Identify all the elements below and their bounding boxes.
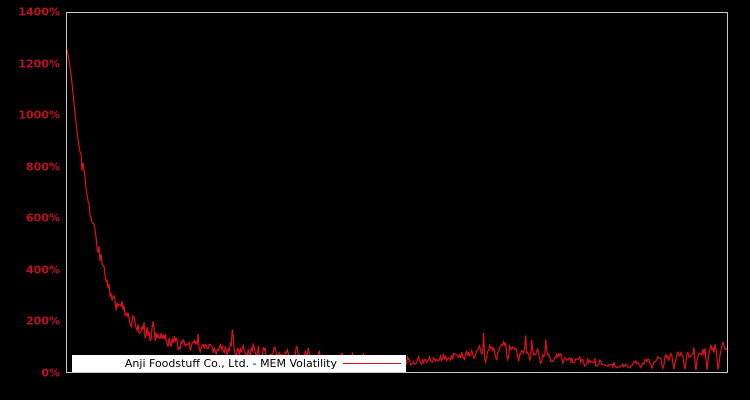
y-axis-tick-label: 800% — [26, 160, 60, 174]
legend: Anji Foodstuff Co., Ltd. - MEM Volatilit… — [72, 355, 406, 372]
y-axis-tick-label: 200% — [26, 314, 60, 328]
y-axis-tick-label: 1000% — [18, 108, 60, 122]
series-polyline — [67, 49, 727, 371]
legend-label: Anji Foodstuff Co., Ltd. - MEM Volatilit… — [124, 356, 337, 370]
volatility-series-line — [67, 49, 727, 371]
y-axis-tick-label: 1400% — [18, 5, 60, 19]
y-axis-tick-label: 400% — [26, 263, 60, 277]
legend-line-sample-icon — [343, 363, 401, 364]
y-axis-tick-label: 1200% — [18, 57, 60, 71]
plot-area — [66, 12, 728, 373]
y-axis-tick-label: 600% — [26, 211, 60, 225]
y-axis-tick-label: 0% — [41, 366, 60, 380]
